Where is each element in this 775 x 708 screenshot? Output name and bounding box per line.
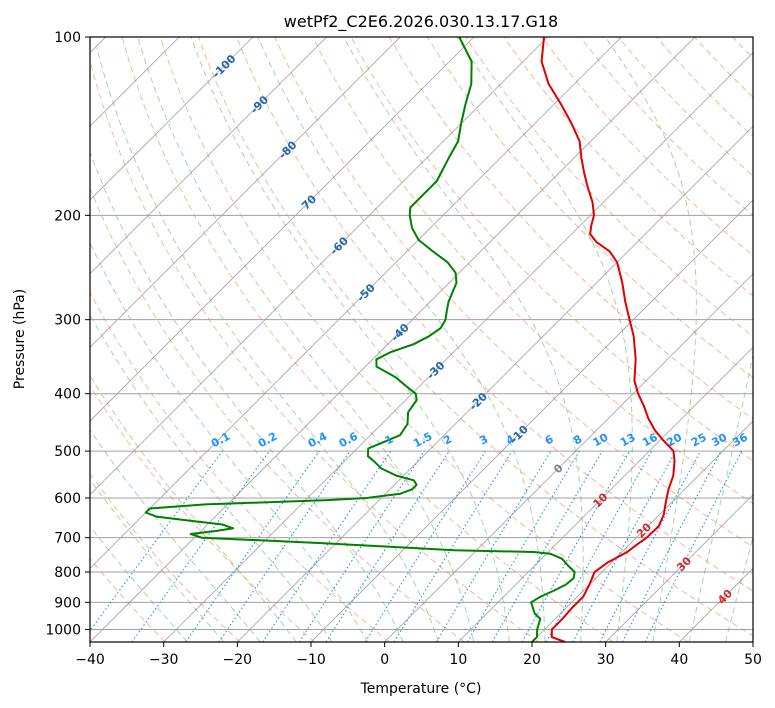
isotherm-line [384,273,753,642]
mixing-ratio-label: 36 [730,431,750,450]
x-tick-label: −10 [296,652,326,668]
y-tick-label: 700 [54,531,81,547]
x-tick-label: −30 [149,652,179,668]
dry-adiabat-line [274,37,753,548]
dry-adiabat-line [121,37,614,642]
mixing-ratio-line [393,450,513,642]
axes: −40 −30 −20 −10 0 10 20 30 40 50 100 200 300 400 500 60… [45,30,762,668]
mixing-ratio-line [644,450,743,642]
mixing-ratio-line [185,450,320,642]
moist-adiabat-line [90,313,333,642]
dry-adiabat-line [503,37,753,297]
mixing-ratio-label: 13 [618,431,638,450]
mixing-ratio-label: 30 [710,431,730,450]
x-tick-label: 20 [523,652,541,668]
isotherm-line [90,37,401,348]
moist-adiabat-line [90,478,225,642]
isotherm-line [90,37,327,275]
x-tick-label: 10 [449,652,467,668]
y-axis-label: Pressure (hPa) [12,289,28,389]
x-tick-label: −20 [223,652,253,668]
mixing-ratio-label: 10 [591,431,611,450]
mixing-ratio-line [131,450,270,642]
y-tick-label: 900 [54,595,81,611]
x-tick-label: −40 [75,652,105,668]
background-lines [90,37,753,642]
mixing-ratio-label: 16 [640,431,660,450]
y-tick-label: 100 [54,30,81,46]
temperature-profile-line [540,37,676,642]
dry-adiabat-line [426,37,753,378]
y-tick-label: 200 [54,208,81,224]
isotherm-line [237,125,753,642]
isotherm-line [90,37,254,201]
moist-adiabat-line [190,37,510,642]
isotherm-line [90,37,622,569]
isotherm-line [90,37,696,642]
y-tick-label: 600 [54,491,81,507]
y-tick-label: 400 [54,387,81,403]
mixing-ratio-line [545,450,653,642]
y-tick-label: 1000 [45,622,81,638]
x-tick-label: 0 [380,652,389,668]
mixing-ratio-label: 20 [664,431,684,450]
moist-adiabat-line [137,37,475,642]
mixing-ratio-line [262,450,392,642]
y-tick-label: 300 [54,313,81,329]
moist-adiabat-line [90,150,404,642]
mixing-ratio-line [218,450,351,642]
isotherm-line [90,37,548,496]
moist-adiabat-line [90,241,369,642]
dry-adiabat-line [90,186,465,642]
x-tick-label: 50 [744,652,762,668]
mixing-ratio-line [325,450,450,642]
dry-adiabat-line [159,37,689,642]
profile-lines [144,37,676,642]
y-tick-label: 500 [54,444,81,460]
dry-adiabat-line [312,37,753,505]
mixing-ratio-line [572,450,677,642]
x-tick-label: 40 [670,652,688,668]
moist-adiabat-line [688,352,753,642]
moist-adiabat-line [343,37,584,642]
moist-adiabat-line [96,47,439,642]
mixing-ratio-line [90,450,223,632]
moist-adiabat-line [725,535,753,642]
dry-adiabat-line [236,37,753,592]
isotherm-line [605,494,753,642]
isotherm-line [310,199,753,642]
isotherm-line [90,37,475,422]
dry-adiabat-line [617,37,753,177]
y-tick-label: 800 [54,565,81,581]
mixing-ratio-label: 25 [689,431,709,450]
plot-frame [89,36,754,643]
isotherm-line [458,346,753,642]
x-axis-label: Temperature (°C) [360,681,482,697]
dry-adiabat-line [198,37,753,637]
chart-title: wetPf2_C2E6.2026.030.13.17.G18 [284,12,558,32]
moist-adiabat-line [257,37,546,642]
dry-adiabat-line [388,37,753,420]
dry-adiabat-line [90,384,316,642]
dry-adiabat-line [90,59,540,642]
x-tick-label: 30 [597,652,615,668]
moist-adiabat-line [604,37,697,642]
isotherm-line [531,420,753,642]
mixing-ratio-line [521,450,630,642]
dewpoint-profile-line [144,37,576,642]
